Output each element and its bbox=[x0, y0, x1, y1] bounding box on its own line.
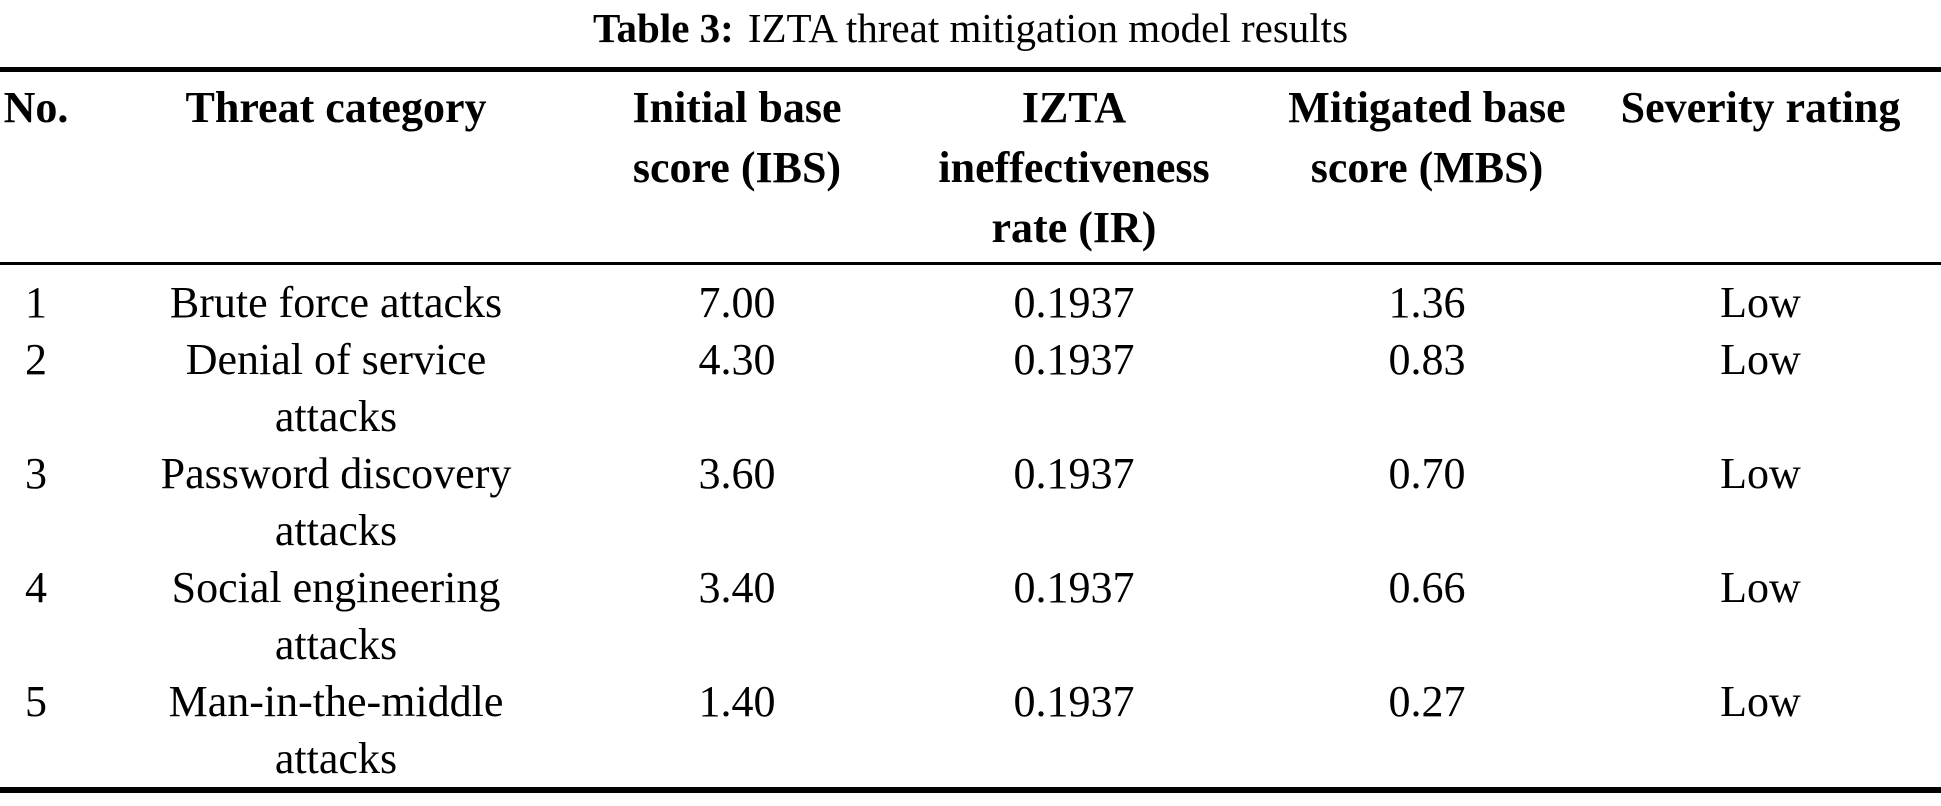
table-header: No. Threat category Initial base score (… bbox=[0, 69, 1941, 265]
cell-mbs: 0.70 bbox=[1388, 449, 1466, 498]
col-header-threat-category: Threat category bbox=[72, 69, 600, 265]
table-row: 5 Man-in-the-middle attacks 1.40 0.1937 … bbox=[0, 673, 1941, 790]
cell-ibs: 7.00 bbox=[698, 278, 776, 327]
caption-label: Table 3: bbox=[592, 5, 734, 51]
cell-threat-category: Denial of service attacks bbox=[185, 335, 487, 441]
table-row: 4 Social engineering attacks 3.40 0.1937… bbox=[0, 559, 1941, 673]
col-header-severity-rating: Severity rating bbox=[1580, 69, 1941, 265]
cell-no: 1 bbox=[25, 278, 47, 327]
cell-ibs: 4.30 bbox=[698, 335, 776, 384]
cell-threat-category: Man-in-the-middle attacks bbox=[168, 677, 504, 783]
table-caption: Table 3: IZTA threat mitigation model res… bbox=[0, 0, 1941, 53]
cell-ir: 0.1937 bbox=[1013, 563, 1135, 612]
cell-no: 3 bbox=[25, 449, 47, 498]
col-header-no: No. bbox=[0, 69, 72, 265]
cell-severity: Low bbox=[1720, 335, 1801, 384]
cell-ir: 0.1937 bbox=[1013, 335, 1135, 384]
cell-threat-category: Social engineering attacks bbox=[171, 563, 501, 669]
header-row: No. Threat category Initial base score (… bbox=[0, 69, 1941, 265]
col-header-initial-base-score: Initial base score (IBS) bbox=[600, 69, 874, 265]
cell-severity: Low bbox=[1720, 563, 1801, 612]
cell-threat-category: Brute force attacks bbox=[169, 278, 503, 327]
cell-ir: 0.1937 bbox=[1013, 449, 1135, 498]
cell-ir: 0.1937 bbox=[1013, 278, 1135, 327]
cell-mbs: 0.83 bbox=[1388, 335, 1466, 384]
cell-severity: Low bbox=[1720, 677, 1801, 726]
table-row: 2 Denial of service attacks 4.30 0.1937 … bbox=[0, 331, 1941, 445]
caption-title: IZTA threat mitigation model results bbox=[747, 5, 1349, 51]
table-row: 1 Brute force attacks 7.00 0.1937 1.36 L… bbox=[0, 264, 1941, 332]
cell-mbs: 0.27 bbox=[1388, 677, 1466, 726]
cell-mbs: 0.66 bbox=[1388, 563, 1466, 612]
table-row: 3 Password discovery attacks 3.60 0.1937… bbox=[0, 445, 1941, 559]
cell-threat-category: Password discovery attacks bbox=[160, 449, 512, 555]
cell-no: 2 bbox=[25, 335, 47, 384]
col-header-mitigated-base-score: Mitigated base score (MBS) bbox=[1274, 69, 1580, 265]
cell-ibs: 3.40 bbox=[698, 563, 776, 612]
cell-ibs: 3.60 bbox=[698, 449, 776, 498]
cell-severity: Low bbox=[1720, 278, 1801, 327]
cell-no: 5 bbox=[25, 677, 47, 726]
cell-severity: Low bbox=[1720, 449, 1801, 498]
results-table: No. Threat category Initial base score (… bbox=[0, 67, 1941, 793]
cell-ir: 0.1937 bbox=[1013, 677, 1135, 726]
cell-mbs: 1.36 bbox=[1388, 278, 1466, 327]
col-header-izta-ineffectiveness-rate: IZTA ineffectiveness rate (IR) bbox=[874, 69, 1274, 265]
cell-ibs: 1.40 bbox=[698, 677, 776, 726]
table-body: 1 Brute force attacks 7.00 0.1937 1.36 L… bbox=[0, 264, 1941, 791]
cell-no: 4 bbox=[25, 563, 47, 612]
